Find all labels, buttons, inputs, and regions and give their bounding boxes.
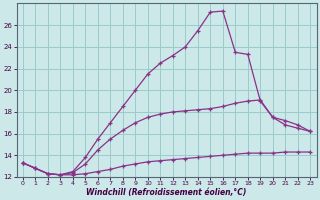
X-axis label: Windchill (Refroidissement éolien,°C): Windchill (Refroidissement éolien,°C) [86,188,247,197]
